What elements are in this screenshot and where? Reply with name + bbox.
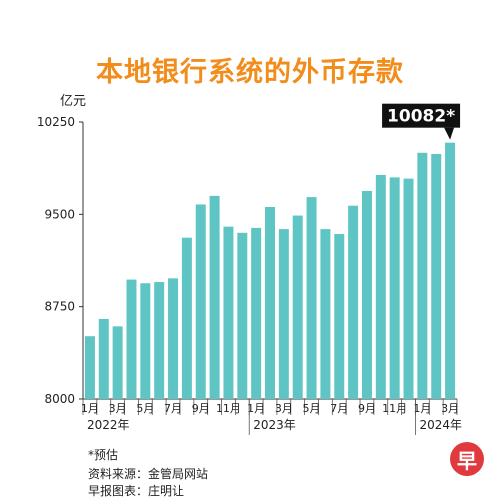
bar bbox=[181, 237, 192, 399]
x-tick-label: 9月 bbox=[192, 402, 210, 415]
callout-pointer bbox=[444, 127, 455, 140]
bar bbox=[154, 282, 165, 399]
bar bbox=[195, 204, 206, 399]
bar bbox=[168, 278, 179, 399]
year-label: 2023年 bbox=[253, 418, 296, 432]
bar bbox=[417, 152, 428, 399]
bar bbox=[389, 177, 400, 399]
bar bbox=[361, 190, 372, 399]
x-tick-label: 5月 bbox=[136, 402, 154, 415]
year-label: 2024年 bbox=[419, 418, 462, 432]
bar bbox=[251, 227, 262, 399]
bar bbox=[348, 205, 359, 399]
y-tick-label: 8000 bbox=[44, 392, 75, 406]
bar bbox=[431, 154, 442, 399]
x-tick-label: 7月 bbox=[164, 402, 182, 415]
zaobao-logo: 早 bbox=[450, 442, 484, 476]
x-tick-label: 3月 bbox=[109, 402, 127, 415]
bar bbox=[403, 178, 414, 399]
bar bbox=[140, 283, 151, 399]
bar bbox=[306, 197, 317, 399]
bar bbox=[223, 226, 234, 399]
x-tick-label: 3月 bbox=[441, 402, 459, 415]
estimate-note: *预估 bbox=[88, 448, 119, 462]
bar bbox=[126, 279, 137, 399]
year-label: 2022年 bbox=[87, 418, 130, 432]
callout-label: 10082* bbox=[387, 107, 455, 127]
bar bbox=[292, 215, 303, 399]
bar bbox=[112, 326, 123, 399]
x-tick-label: 11月 bbox=[382, 402, 407, 415]
y-axis-unit: 亿元 bbox=[60, 94, 87, 109]
bar bbox=[445, 142, 456, 399]
x-tick-label: 7月 bbox=[330, 402, 348, 415]
x-tick-label: 1月 bbox=[247, 402, 265, 415]
x-tick-label: 1月 bbox=[81, 402, 99, 415]
bar bbox=[334, 234, 345, 399]
bar bbox=[84, 336, 95, 399]
bar bbox=[265, 206, 275, 399]
x-tick-label: 11月 bbox=[216, 402, 241, 415]
y-tick-label: 8750 bbox=[44, 300, 75, 314]
x-tick-label: 9月 bbox=[358, 402, 376, 415]
x-tick-label: 1月 bbox=[413, 402, 431, 415]
y-tick-label: 9500 bbox=[44, 207, 75, 221]
x-tick-label: 5月 bbox=[303, 402, 321, 415]
y-tick-label: 10250 bbox=[37, 115, 75, 129]
bar bbox=[237, 232, 248, 399]
bar bbox=[320, 229, 331, 399]
bar bbox=[98, 318, 109, 399]
chart-title: 本地银行系统的外币存款 bbox=[96, 57, 404, 88]
x-tick-label: 3月 bbox=[275, 402, 293, 415]
bar bbox=[209, 195, 220, 399]
bar bbox=[375, 174, 386, 399]
credit-note: 早报图表：庄明让 bbox=[88, 484, 185, 498]
callout-box bbox=[382, 103, 461, 128]
source-note: 资料来源：金管局网站 bbox=[88, 467, 209, 481]
bar bbox=[278, 229, 289, 399]
